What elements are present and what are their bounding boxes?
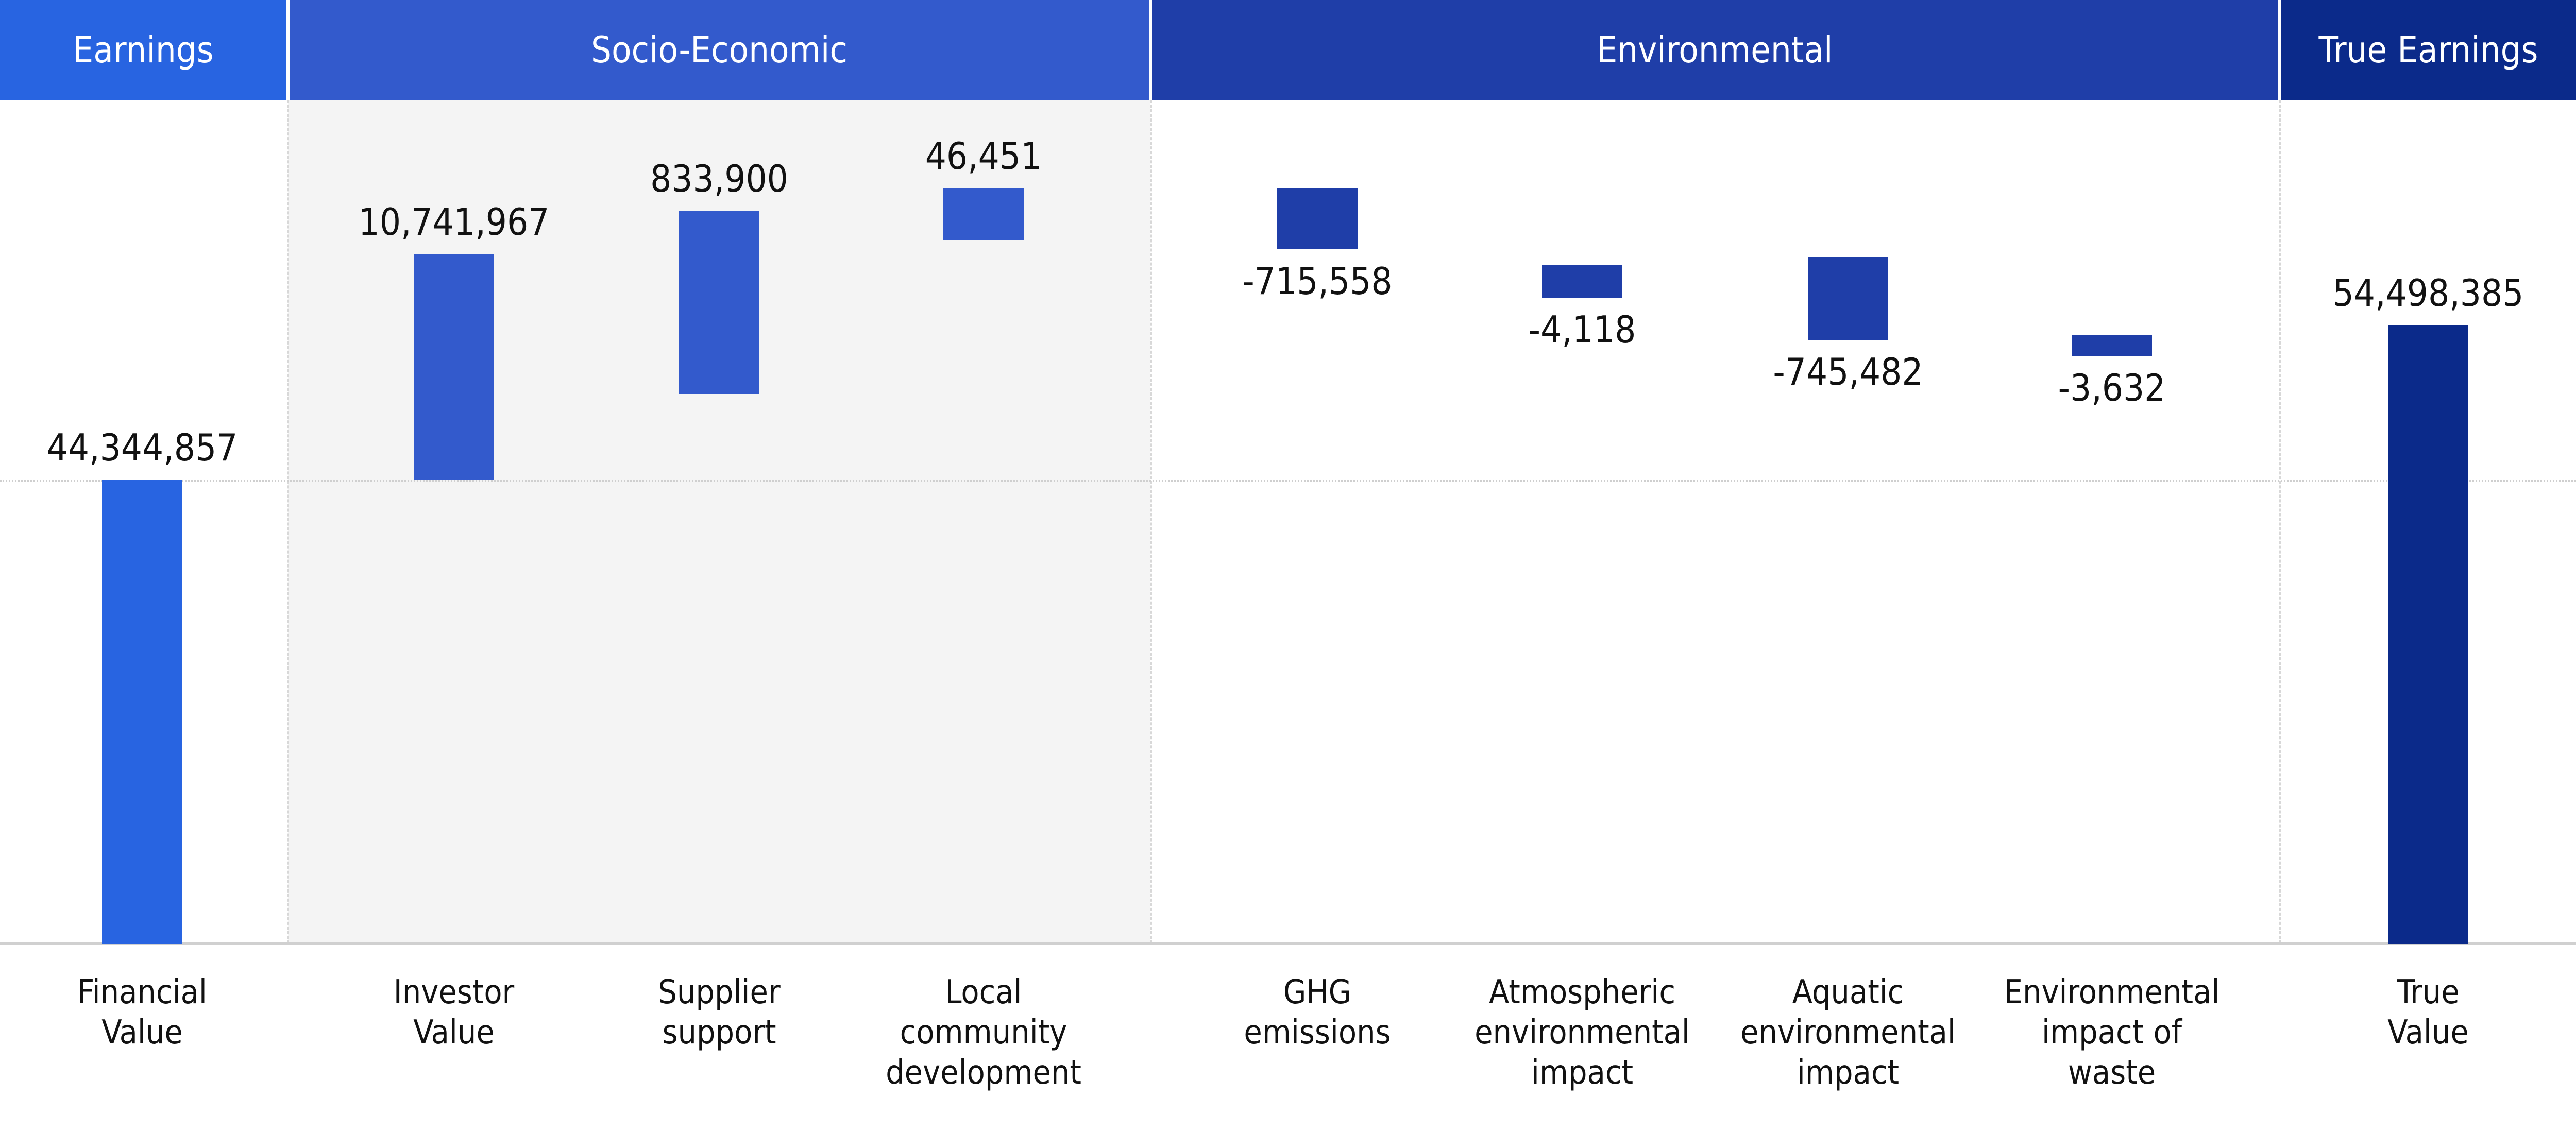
divider-line <box>1150 100 1152 944</box>
category-label: Aquatic environmental impact <box>1740 973 1956 1092</box>
value-label: 44,344,857 <box>46 426 238 469</box>
header-earnings: Earnings <box>0 0 286 100</box>
divider-line <box>287 100 289 944</box>
bar-aquatic-environmental-impact <box>1808 257 1888 340</box>
bar-local-community-development <box>943 188 1024 240</box>
value-label: -715,558 <box>1242 260 1393 303</box>
category-label: True Value <box>2387 973 2469 1052</box>
bar-supplier-support <box>679 211 759 394</box>
value-label: 54,498,385 <box>2332 271 2524 315</box>
x-axis-line <box>0 942 2576 945</box>
category-label: Environmental impact of waste <box>2004 973 2220 1092</box>
value-label: -745,482 <box>1773 350 1923 393</box>
baseline-reference-line <box>0 480 2576 482</box>
value-label: 10,741,967 <box>358 200 550 244</box>
bar-ghg-emissions <box>1277 188 1358 249</box>
bar-financial-value <box>102 480 182 944</box>
value-label: -4,118 <box>1528 308 1636 351</box>
value-label: -3,632 <box>2058 366 2166 409</box>
category-label: GHG emissions <box>1244 973 1391 1052</box>
value-label: 46,451 <box>925 134 1042 178</box>
value-label: 833,900 <box>650 157 788 200</box>
divider-line <box>2279 100 2281 944</box>
bar-true-value <box>2388 325 2468 944</box>
bar-investor-value <box>414 254 494 480</box>
category-label: Local community development <box>886 973 1081 1092</box>
category-label: Supplier support <box>658 973 781 1052</box>
header-environmental: Environmental <box>1152 0 2278 100</box>
category-label: Atmospheric environmental impact <box>1475 973 1690 1092</box>
bar-atmospheric-environmental-impact <box>1542 265 1622 298</box>
header-socio-economic: Socio-Economic <box>290 0 1149 100</box>
category-label: Financial Value <box>77 973 207 1052</box>
header-true-earnings: True Earnings <box>2281 0 2576 100</box>
category-label: Investor Value <box>393 973 515 1052</box>
bar-environmental-impact-of-waste <box>2072 335 2152 356</box>
